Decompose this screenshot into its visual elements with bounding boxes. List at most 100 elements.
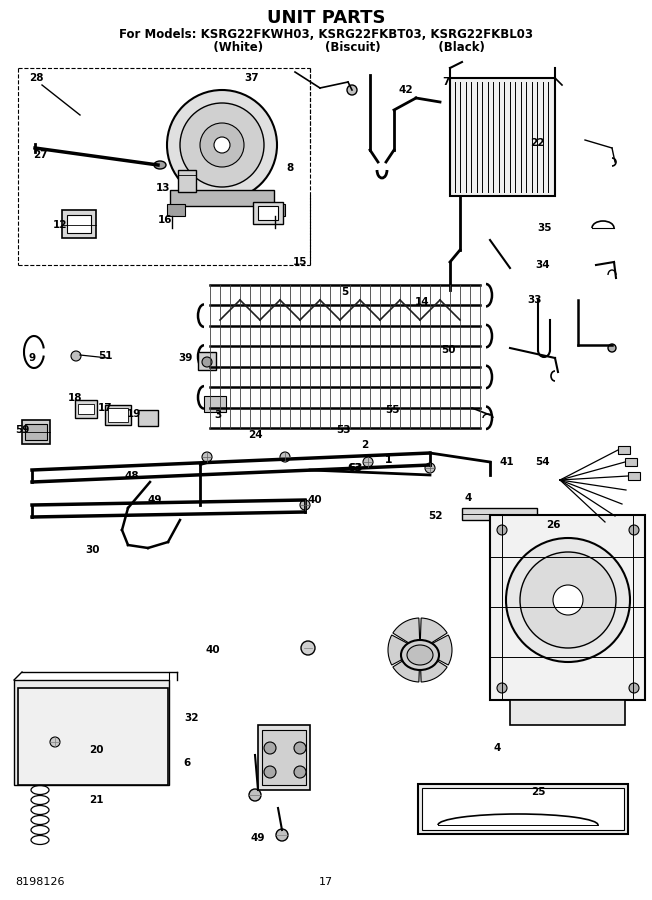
- Bar: [198, 352, 216, 370]
- Bar: [422, 788, 624, 830]
- Circle shape: [276, 829, 288, 841]
- Text: 7: 7: [442, 77, 450, 87]
- Text: 14: 14: [415, 297, 429, 307]
- Text: 18: 18: [68, 393, 82, 403]
- Text: 40: 40: [308, 495, 322, 505]
- Text: 53: 53: [336, 425, 350, 435]
- Text: 51: 51: [98, 351, 112, 361]
- Bar: [108, 408, 128, 422]
- Text: 3: 3: [215, 410, 222, 420]
- Bar: [490, 515, 645, 700]
- Text: 15: 15: [293, 257, 307, 267]
- Circle shape: [294, 742, 306, 754]
- Text: 28: 28: [29, 73, 43, 83]
- Text: 24: 24: [248, 430, 262, 440]
- Circle shape: [202, 452, 212, 462]
- Text: 8: 8: [286, 163, 293, 173]
- Text: 49: 49: [148, 495, 162, 505]
- Wedge shape: [388, 635, 420, 665]
- Circle shape: [497, 683, 507, 693]
- Text: 30: 30: [86, 545, 100, 555]
- Text: 63: 63: [349, 463, 363, 473]
- Bar: [258, 725, 310, 790]
- Text: 26: 26: [546, 520, 560, 530]
- Text: UNIT PARTS: UNIT PARTS: [267, 9, 385, 27]
- Text: 32: 32: [185, 713, 200, 723]
- Text: 52: 52: [428, 511, 442, 521]
- Circle shape: [608, 344, 616, 352]
- Circle shape: [167, 90, 277, 200]
- Text: 34: 34: [536, 260, 550, 270]
- Bar: [75, 400, 97, 418]
- Bar: [170, 190, 274, 206]
- Text: 63: 63: [348, 463, 363, 473]
- Text: 22: 22: [529, 138, 544, 148]
- Bar: [14, 680, 169, 785]
- Text: 4: 4: [494, 743, 501, 753]
- Text: 9: 9: [29, 353, 36, 363]
- Ellipse shape: [401, 640, 439, 670]
- Text: 17: 17: [319, 877, 333, 887]
- Bar: [78, 404, 94, 414]
- Bar: [510, 700, 625, 725]
- Text: 1: 1: [385, 455, 392, 465]
- Text: 41: 41: [499, 457, 514, 467]
- Bar: [178, 170, 196, 192]
- Text: 4: 4: [464, 493, 471, 503]
- Bar: [253, 202, 283, 224]
- Text: 8198126: 8198126: [15, 877, 65, 887]
- Circle shape: [410, 640, 430, 660]
- Ellipse shape: [407, 645, 433, 665]
- Wedge shape: [420, 650, 447, 682]
- Bar: [167, 204, 185, 216]
- Text: 27: 27: [33, 150, 48, 160]
- Bar: [625, 458, 637, 466]
- Text: 42: 42: [398, 85, 413, 95]
- Circle shape: [200, 123, 244, 167]
- Text: 19: 19: [126, 409, 141, 419]
- Circle shape: [629, 683, 639, 693]
- Bar: [18, 688, 168, 785]
- Wedge shape: [420, 635, 452, 665]
- Text: 55: 55: [385, 405, 399, 415]
- Bar: [138, 410, 158, 426]
- Circle shape: [264, 742, 276, 754]
- Text: 40: 40: [205, 645, 220, 655]
- Circle shape: [249, 789, 261, 801]
- Bar: [618, 446, 630, 454]
- Text: 5: 5: [342, 287, 349, 297]
- Text: 12: 12: [53, 220, 67, 230]
- Circle shape: [180, 103, 264, 187]
- Bar: [67, 215, 91, 233]
- Circle shape: [300, 500, 310, 510]
- Text: For Models: KSRG22FKWH03, KSRG22FKBT03, KSRG22FKBL03: For Models: KSRG22FKWH03, KSRG22FKBT03, …: [119, 28, 533, 40]
- Text: 17: 17: [98, 403, 112, 413]
- Text: 49: 49: [251, 833, 265, 843]
- Circle shape: [301, 641, 315, 655]
- Text: (White)               (Biscuit)              (Black): (White) (Biscuit) (Black): [168, 41, 484, 55]
- Bar: [204, 396, 226, 412]
- Wedge shape: [420, 618, 447, 650]
- Circle shape: [553, 585, 583, 615]
- Bar: [62, 210, 96, 238]
- Circle shape: [280, 452, 290, 462]
- Circle shape: [629, 525, 639, 535]
- Ellipse shape: [154, 161, 166, 169]
- Circle shape: [294, 766, 306, 778]
- Circle shape: [71, 351, 81, 361]
- Text: 20: 20: [89, 745, 103, 755]
- Bar: [262, 730, 306, 785]
- Circle shape: [363, 457, 373, 467]
- Bar: [450, 78, 555, 196]
- Text: 2: 2: [361, 440, 368, 450]
- Circle shape: [50, 737, 60, 747]
- Text: 25: 25: [531, 787, 545, 797]
- Circle shape: [506, 538, 630, 662]
- Bar: [462, 508, 537, 520]
- Bar: [25, 424, 47, 440]
- Bar: [267, 204, 285, 216]
- Circle shape: [347, 85, 357, 95]
- Text: 21: 21: [89, 795, 103, 805]
- Text: 35: 35: [538, 223, 552, 233]
- Text: 50: 50: [441, 345, 455, 355]
